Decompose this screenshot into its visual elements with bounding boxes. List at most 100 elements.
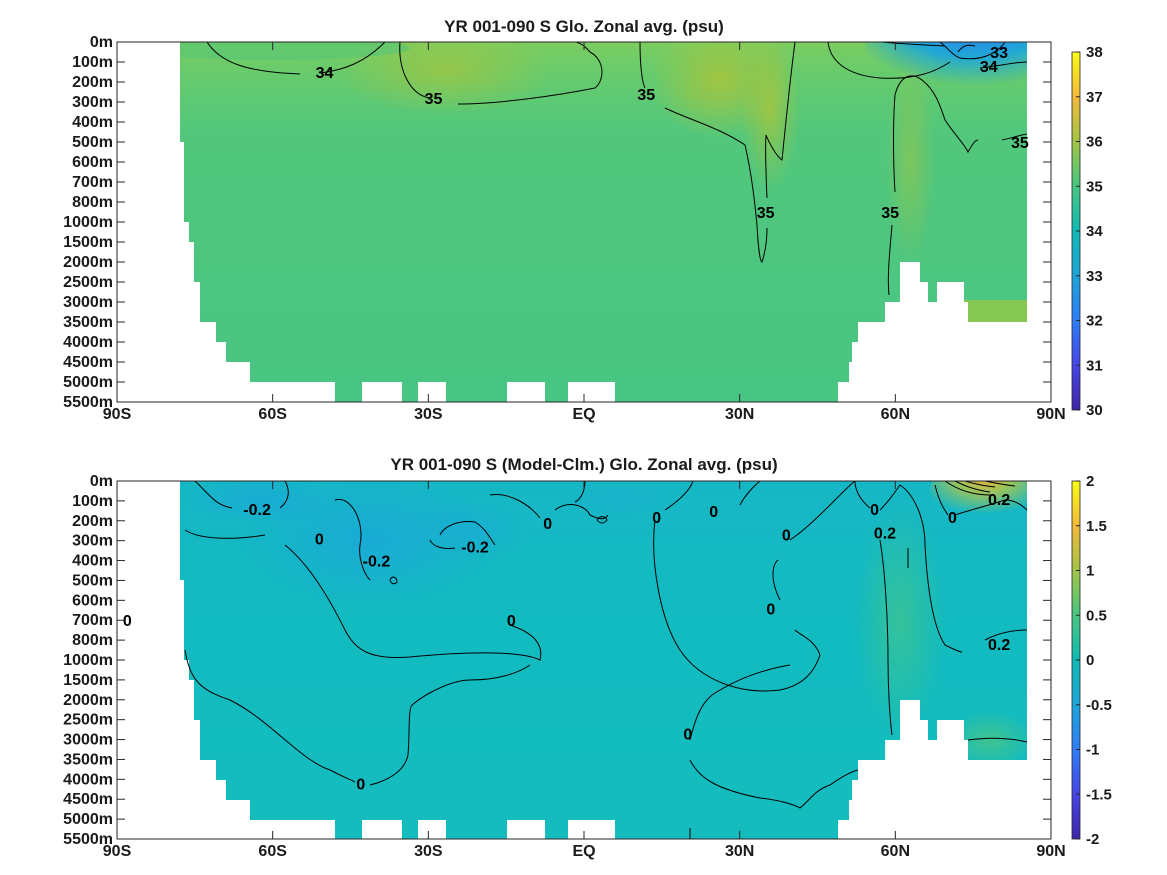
colorbar-tick-label: 33 — [1086, 268, 1103, 285]
y-tick-label: 1500m — [63, 672, 113, 689]
contour-label: 35 — [425, 91, 443, 108]
contour-label: 35 — [1011, 135, 1029, 152]
contour-label: -0.2 — [243, 502, 271, 519]
panel-top: YR 001-090 S Glo. Zonal avg. (psu) — [63, 17, 1103, 423]
colorbar-tick-label: 37 — [1086, 89, 1103, 106]
land-mask — [117, 42, 335, 402]
x-tick-label: 60N — [881, 843, 910, 860]
x-ticks-top: 90S 60S 30S EQ 30N 60N 90N — [103, 42, 1066, 423]
colorbar-tick-label: -2 — [1086, 831, 1099, 848]
x-tick-label: 60S — [258, 406, 287, 423]
contour-label: 33 — [990, 45, 1008, 62]
x-ticks-bottom: 90S 60S 30S EQ 30N 60N 90N — [103, 481, 1066, 860]
y-tick-label: 2500m — [63, 712, 113, 729]
y-tick-label: 500m — [72, 572, 113, 589]
colorbar-tick-label: 35 — [1086, 178, 1103, 195]
y-tick-label: 5000m — [63, 374, 113, 391]
y-tick-label: 100m — [72, 54, 113, 71]
y-tick-label: 5000m — [63, 811, 113, 828]
contour-label: 34 — [980, 59, 998, 76]
contour-label: 35 — [637, 87, 655, 104]
chart-title-bottom: YR 001-090 S (Model-Clm.) Glo. Zonal avg… — [390, 455, 777, 474]
y-tick-label: 1000m — [63, 214, 113, 231]
y-tick-label: 0m — [90, 473, 113, 490]
x-tick-label: EQ — [572, 406, 595, 423]
y-tick-label: 2000m — [63, 254, 113, 271]
contours-top — [206, 42, 1028, 296]
colorbar-tick-label: 36 — [1086, 134, 1103, 151]
x-tick-label: 30N — [725, 406, 754, 423]
y-tick-label: 1500m — [63, 234, 113, 251]
y-tick-label: 2000m — [63, 692, 113, 709]
contour-label: -0.2 — [461, 540, 489, 557]
y-tick-label: 4500m — [63, 791, 113, 808]
contour-label: 0 — [870, 502, 879, 519]
x-tick-label: 60N — [881, 406, 910, 423]
contour-label: 0 — [683, 727, 692, 744]
y-tick-label: 4000m — [63, 771, 113, 788]
contour-label: 0 — [948, 510, 957, 527]
colorbar-ticks-bottom: -2 -1.5 -1 -0.5 0 0.5 1 1.5 2 — [1076, 473, 1112, 848]
contours-bottom — [184, 481, 1028, 839]
y-tick-label: 800m — [72, 194, 113, 211]
contour-label: 0 — [123, 613, 132, 630]
y-ticks-bottom: 0m 100m 200m 300m 400m 500m 600m 700m 800m 1000m 1… — [63, 473, 1051, 848]
salinity-field — [117, 42, 1051, 402]
y-tick-label: 500m — [72, 134, 113, 151]
colorbar-tick-label: 30 — [1086, 402, 1103, 419]
y-tick-label: 5500m — [63, 831, 113, 848]
contour-labels-bottom: -0.2 0 -0.2 -0.2 0 0 0 0 0 0.2 0 0.2 0.2 0 0 0 0 0 — [123, 492, 1010, 793]
x-tick-label: 90N — [1036, 406, 1065, 423]
colorbar-tick-label: 32 — [1086, 313, 1103, 330]
contour-label: 0.2 — [988, 492, 1010, 509]
x-tick-label: 30S — [414, 406, 443, 423]
colorbar-tick-label: 0.5 — [1086, 607, 1107, 624]
contour-label: 0 — [315, 532, 324, 549]
colorbar-tick-label: 34 — [1086, 223, 1103, 240]
y-tick-label: 400m — [72, 553, 113, 570]
contour-label: 0.2 — [874, 526, 896, 543]
colorbar-tick-label: -1 — [1086, 742, 1099, 759]
y-tick-label: 400m — [72, 114, 113, 131]
y-tick-label: 3500m — [63, 751, 113, 768]
contour-label: 0 — [782, 528, 791, 545]
y-tick-label: 4000m — [63, 334, 113, 351]
contour-label: -0.2 — [363, 554, 391, 571]
contour-label: 0 — [766, 601, 775, 618]
anomaly-field — [117, 481, 1051, 839]
y-tick-label: 300m — [72, 94, 113, 111]
land-mask — [117, 481, 335, 839]
x-tick-label: 30N — [725, 843, 754, 860]
y-tick-label: 600m — [72, 154, 113, 171]
y-tick-label: 3000m — [63, 732, 113, 749]
y-tick-label: 100m — [72, 493, 113, 510]
contour-label: 34 — [316, 65, 334, 82]
colorbar-tick-label: 1.5 — [1086, 518, 1107, 535]
x-tick-label: EQ — [572, 843, 595, 860]
contour-label: 35 — [881, 205, 899, 222]
contour-label: 0.2 — [988, 637, 1010, 654]
y-tick-label: 800m — [72, 632, 113, 649]
x-tick-label: 60S — [258, 843, 287, 860]
colorbar-tick-label: -1.5 — [1086, 786, 1112, 803]
y-tick-label: 3000m — [63, 294, 113, 311]
y-tick-label: 5500m — [63, 394, 113, 411]
colorbar-tick-label: 0 — [1086, 652, 1094, 669]
panel-bottom: YR 001-090 S (Model-Clm.) Glo. Zonal avg… — [63, 455, 1112, 860]
y-tick-label: 1000m — [63, 652, 113, 669]
y-tick-label: 2500m — [63, 274, 113, 291]
y-tick-label: 200m — [72, 74, 113, 91]
contour-label: 0 — [356, 776, 365, 793]
colorbar-tick-label: -0.5 — [1086, 697, 1112, 714]
contour-label: 0 — [652, 510, 661, 527]
colorbar-tick-label: 38 — [1086, 44, 1103, 61]
y-tick-label: 300m — [72, 533, 113, 550]
x-tick-label: 90S — [103, 406, 132, 423]
y-tick-label: 700m — [72, 612, 113, 629]
y-tick-label: 600m — [72, 592, 113, 609]
y-tick-label: 700m — [72, 174, 113, 191]
x-tick-label: 90N — [1036, 843, 1065, 860]
x-tick-label: 30S — [414, 843, 443, 860]
colorbar-tick-label: 1 — [1086, 563, 1094, 580]
